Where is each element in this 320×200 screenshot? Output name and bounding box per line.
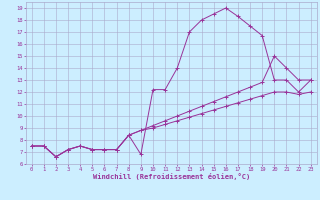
- X-axis label: Windchill (Refroidissement éolien,°C): Windchill (Refroidissement éolien,°C): [92, 173, 250, 180]
